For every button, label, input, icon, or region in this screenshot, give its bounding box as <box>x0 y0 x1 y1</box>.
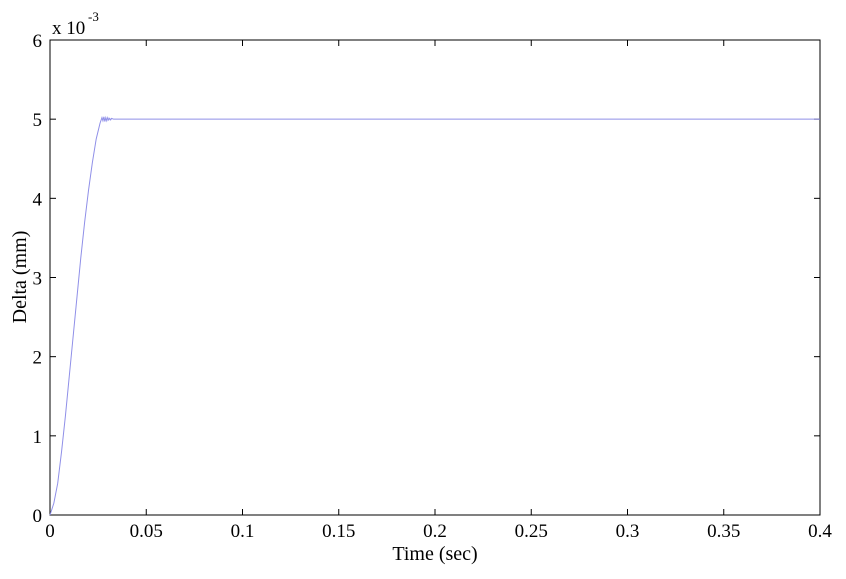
y-axis-label: Delta (mm) <box>9 231 31 324</box>
series-line <box>49 115 820 516</box>
x-tick-label: 0.15 <box>322 521 355 542</box>
y-tick-label: 4 <box>33 189 43 210</box>
y-tick-label: 5 <box>33 110 43 131</box>
x-tick-label: 0.1 <box>231 521 255 542</box>
y-ticks: 0 1 2 3 4 5 6 <box>33 31 820 527</box>
x-tick-label: 0.2 <box>423 521 447 542</box>
x-tick-label: 0.35 <box>707 521 740 542</box>
y-multiplier-exponent: -3 <box>88 9 99 24</box>
y-tick-label: 3 <box>33 269 43 290</box>
y-tick-label: 1 <box>33 427 43 448</box>
y-tick-label: 6 <box>33 31 43 52</box>
x-tick-label: 0.4 <box>808 521 832 542</box>
y-tick-label: 2 <box>33 348 43 369</box>
x-tick-label: 0.25 <box>515 521 548 542</box>
x-tick-label: 0 <box>45 521 55 542</box>
plot-area <box>49 39 821 516</box>
x-axis-label: Time (sec) <box>392 543 477 565</box>
y-multiplier-label: x 10 <box>52 18 85 39</box>
x-tick-label: 0.05 <box>130 521 163 542</box>
x-ticks: 0 0.05 0.1 0.15 0.2 0.25 0.3 0.35 0.4 <box>45 40 832 542</box>
y-tick-label: 0 <box>33 506 43 527</box>
x-tick-label: 0.3 <box>616 521 640 542</box>
